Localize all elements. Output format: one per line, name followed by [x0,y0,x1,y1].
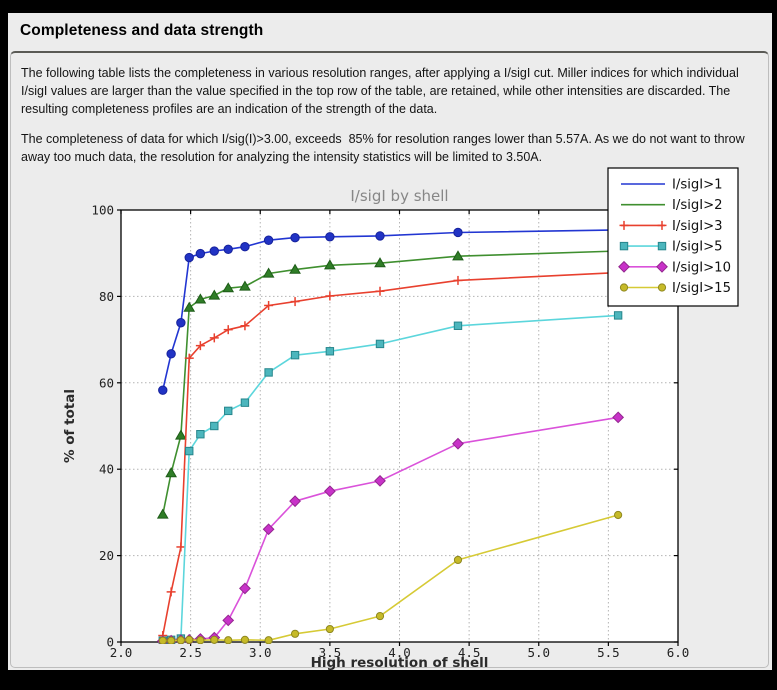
x-axis-tick-label: 5.0 [527,645,550,660]
y-axis-tick-label: 100 [91,203,114,218]
plot-border [120,209,679,643]
legend-entry-label: I/sigI>3 [672,219,723,234]
content-panel: Completeness and data strength The follo… [8,13,772,671]
page-title: Completeness and data strength [20,22,264,39]
legend-box [607,167,739,307]
legend-entry-label: I/sigI>15 [672,281,731,296]
x-axis-tick-label: 2.0 [110,645,133,660]
x-axis: 2.0 2.5 3.0 3.5 4.0 4.5 5.0 5.5 6.0 [110,210,690,660]
series-i-sigi-1 [158,225,623,395]
gridlines [121,210,678,642]
legend-entry-1: I/sigI>1 [621,178,723,193]
y-axis-label: % of total [62,389,78,463]
series-i-sigi-15 [158,510,623,644]
legend-entry-6: I/sigI>15 [619,281,731,296]
y-axis-tick-label: 80 [99,289,114,304]
legend-entry-label: I/sigI>2 [672,198,723,213]
y-axis-tick-label: 20 [99,548,114,563]
x-axis-tick-label: 4.0 [388,645,411,660]
intro-paragraph-1: The following table lists the completene… [21,66,743,116]
x-axis-tick-label: 3.5 [319,645,342,660]
y-axis-tick-label: 60 [99,375,114,390]
x-axis-tick-label: 3.0 [249,645,272,660]
completeness-chart: 2.0 2.5 3.0 3.5 4.0 4.5 5.0 5.5 6.0 0 20 40 60 80 100 I… [62,167,739,671]
legend: I/sigI>1 I/sigI>2 I/sigI>3 I/sigI>5 I/sigI>1… [607,167,739,307]
x-axis-label: High resolution of shell [311,655,489,671]
legend-entry-2: I/sigI>2 [621,198,723,213]
chart-container: 2.0 2.5 3.0 3.5 4.0 4.5 5.0 5.5 6.0 0 20 40 60 80 100 I… [11,165,768,677]
legend-entry-5: I/sigI>10 [618,260,731,275]
content-frame: The following table lists the completene… [10,51,769,671]
x-axis-tick-label: 6.0 [667,645,690,660]
chart-title: I/sigI by shell [350,187,448,205]
legend-entry-3: I/sigI>3 [619,219,723,234]
intro-paragraph-2: The completeness of data for which I/sig… [21,132,749,164]
y-axis-tick-label: 40 [99,462,114,477]
y-axis-tick-label: 0 [106,635,114,650]
x-axis-tick-label: 5.5 [597,645,620,660]
x-axis-tick-label: 4.5 [458,645,481,660]
legend-entry-label: I/sigI>10 [672,260,731,275]
intro-text-block: The following table lists the completene… [11,53,768,167]
legend-entry-label: I/sigI>5 [672,240,723,255]
legend-entry-4: I/sigI>5 [619,240,723,255]
legend-entry-label: I/sigI>1 [672,178,723,193]
x-axis-tick-label: 2.5 [179,645,202,660]
